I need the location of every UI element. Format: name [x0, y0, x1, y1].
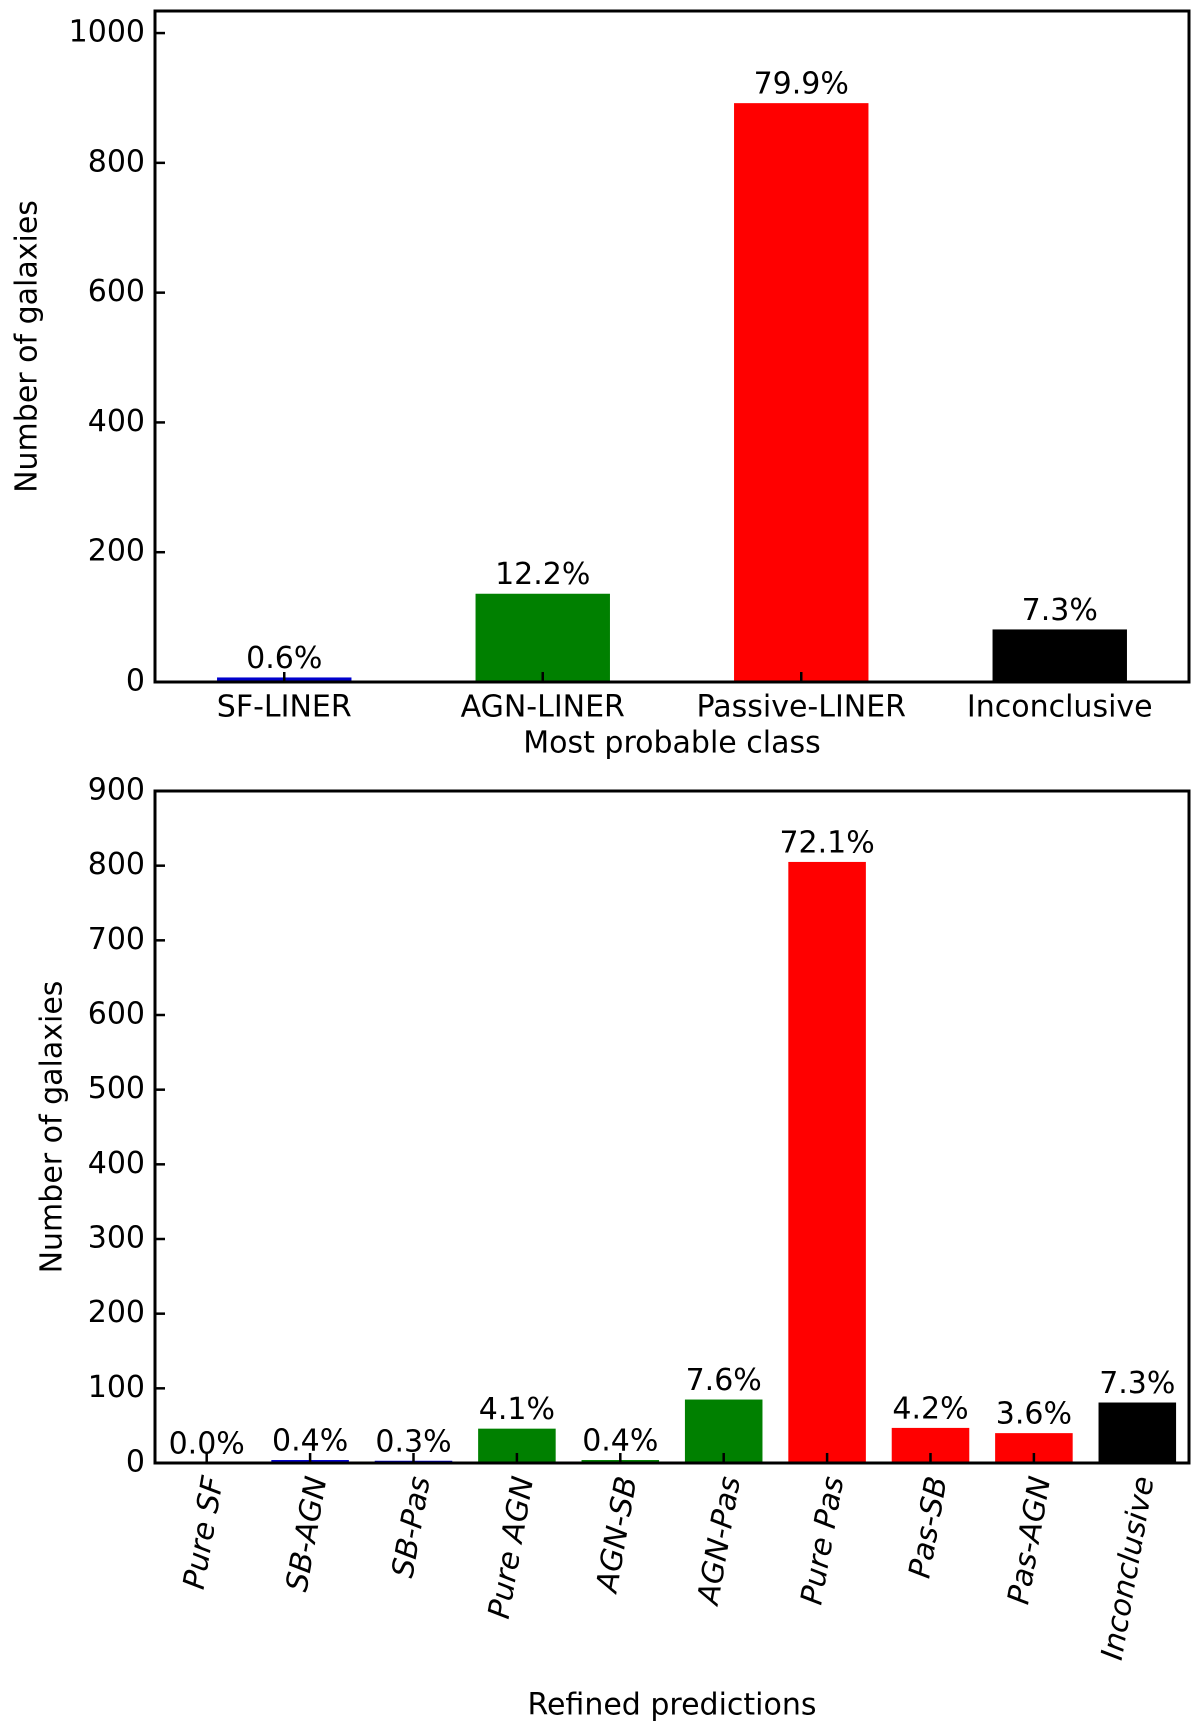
y-tick-label: 800 — [88, 144, 145, 179]
bar-label: 7.3% — [1099, 1366, 1175, 1401]
bar-label: 0.4% — [582, 1424, 658, 1459]
y-tick-label: 700 — [88, 922, 145, 957]
axes-frame — [153, 9, 1191, 684]
bar — [475, 593, 610, 682]
bar-label: 4.1% — [479, 1392, 555, 1427]
x-tick-label: AGN-SB — [589, 1474, 644, 1597]
y-tick-label: 600 — [88, 997, 145, 1032]
bar-label: 7.3% — [1022, 593, 1098, 628]
bar-label: 3.6% — [996, 1397, 1072, 1432]
y-tick-label: 400 — [88, 1146, 145, 1181]
x-tick-label: Pure AGN — [482, 1474, 541, 1622]
bar-label: 72.1% — [779, 825, 874, 860]
bar-label: 0.4% — [272, 1424, 348, 1459]
y-axis-label: Number of galaxies — [35, 981, 70, 1274]
bar-label: 79.9% — [754, 67, 849, 102]
x-tick-label: AGN-LINER — [461, 690, 625, 725]
y-tick-label: 800 — [88, 847, 145, 882]
x-tick-label: SB-Pas — [386, 1474, 438, 1581]
y-tick-label: 400 — [88, 404, 145, 439]
x-axis-label: Most probable class — [523, 726, 821, 761]
y-axis-label: Number of galaxies — [10, 200, 45, 493]
x-tick-label: Inconclusive — [967, 690, 1153, 725]
x-tick-label: Pure SF — [177, 1473, 231, 1592]
y-tick-label: 200 — [88, 534, 145, 569]
x-tick-label: SF-LINER — [217, 690, 352, 725]
x-tick-label: AGN-Pas — [691, 1474, 748, 1609]
y-tick-label: 200 — [88, 1295, 145, 1330]
bar-label: 4.2% — [892, 1391, 968, 1426]
bar-label: 0.6% — [246, 641, 322, 676]
y-tick-label: 0 — [126, 1445, 145, 1480]
x-tick-label: Inconclusive — [1095, 1474, 1162, 1663]
y-tick-label: 500 — [88, 1071, 145, 1106]
bar-label: 12.2% — [495, 557, 590, 592]
y-tick-label: 300 — [88, 1221, 145, 1256]
y-tick-label: 900 — [88, 773, 145, 808]
x-tick-label: Passive-LINER — [696, 690, 906, 725]
bar — [734, 103, 869, 683]
y-tick-label: 100 — [88, 1370, 145, 1405]
bar-label: 7.6% — [686, 1363, 762, 1398]
y-tick-label: 600 — [88, 274, 145, 309]
y-tick-label: 1000 — [69, 15, 145, 50]
axes-frame — [153, 789, 1191, 1465]
x-axis-label: Refined predictions — [527, 1688, 816, 1723]
bar — [1098, 1402, 1177, 1463]
x-tick-label: Pas-SB — [902, 1474, 954, 1581]
y-tick-label: 0 — [126, 664, 145, 699]
x-tick-label: Pas-AGN — [1001, 1474, 1058, 1607]
x-tick-label: SB-AGN — [280, 1474, 335, 1594]
bar — [788, 861, 866, 1463]
x-tick-label: Pure Pas — [794, 1474, 851, 1608]
bar — [684, 1399, 763, 1463]
